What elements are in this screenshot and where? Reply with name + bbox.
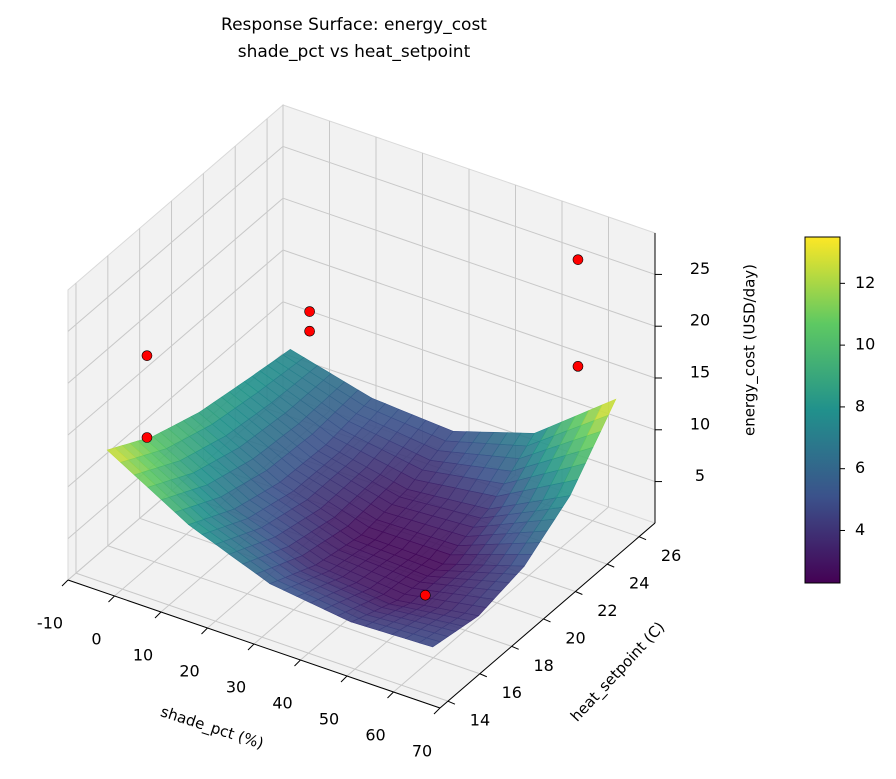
z-tick-label: 20	[690, 311, 710, 330]
scatter-point	[572, 254, 584, 265]
grid-line	[67, 301, 284, 488]
chart-subtitle: shade_pct vs heat_setpoint	[238, 42, 471, 62]
z-tick-label: 25	[690, 259, 710, 278]
y-tick-mark	[479, 673, 488, 678]
x-tick-label: 20	[179, 662, 199, 681]
grid-line	[282, 353, 656, 483]
scatter-point	[141, 350, 153, 361]
y-tick-mark	[607, 563, 615, 568]
y-tick-mark	[575, 591, 583, 595]
scatter-points	[141, 254, 584, 601]
y-tick-label: 22	[597, 601, 617, 620]
y-tick-mark	[511, 645, 519, 650]
x-tick-mark	[108, 595, 115, 603]
scatter-point	[420, 589, 431, 601]
colorbar-ticks: 4 6 8 10 12	[840, 273, 875, 539]
colorbar-tick-label: 6	[855, 458, 865, 477]
x-tick-mark	[154, 611, 162, 619]
grid-line	[282, 197, 656, 327]
surface-patch	[418, 637, 442, 648]
z-tick-label: 5	[695, 466, 705, 485]
grid-line	[282, 145, 656, 275]
colorbar-tick-label: 12	[855, 273, 875, 292]
x-tick-mark	[433, 707, 441, 715]
x-tick-mark	[247, 643, 255, 651]
z-tick-label: 15	[690, 363, 710, 382]
z-tick-label: 10	[690, 414, 710, 433]
surface	[106, 349, 617, 648]
y-tick-label: 20	[565, 628, 585, 647]
axis-line	[67, 579, 441, 709]
scatter-point	[304, 325, 315, 337]
x-tick-label: 70	[412, 742, 432, 761]
y-tick-label: 16	[502, 683, 522, 702]
x-axis-label: shade_pct (%)	[158, 702, 266, 753]
grid-line	[107, 545, 480, 675]
colorbar-tick-label: 4	[855, 520, 865, 539]
x-tick-mark	[201, 627, 208, 635]
y-tick-label: 18	[533, 656, 553, 675]
axis-line	[439, 522, 656, 709]
grid-line	[67, 146, 284, 332]
y-tick-mark	[447, 700, 456, 705]
y-tick-mark	[638, 536, 647, 541]
scatter-point	[572, 361, 584, 372]
y-tick-label: 24	[629, 574, 649, 593]
chart-title: Response Surface: energy_cost	[221, 15, 487, 35]
y-tick-label: 14	[470, 711, 490, 730]
x-tick-label: 60	[365, 726, 385, 745]
grid-line	[282, 301, 656, 431]
y-tick-label: 26	[661, 546, 681, 565]
colorbar-tick-label: 10	[855, 335, 875, 354]
scatter-point	[304, 306, 315, 317]
grid-line	[67, 197, 284, 384]
x-tick-mark	[340, 675, 348, 683]
x-tick-label: 40	[272, 694, 292, 713]
x-tick-label: 30	[226, 678, 246, 697]
x-tick-label: 0	[91, 630, 101, 649]
grid-line	[282, 249, 656, 379]
x-tick-mark	[61, 579, 69, 587]
x-tick-label: 50	[319, 710, 339, 729]
x-tick-mark	[294, 659, 301, 667]
grid-line	[75, 572, 449, 702]
axes-ticks: -10 0 10 20 30 40 50 60 70 14 16 18 20 22 24 26 5 10 15 20 2…	[37, 233, 710, 761]
colorbar-tick-label: 8	[855, 396, 865, 415]
x-tick-label: -10	[37, 614, 63, 633]
z-axis-label: energy_cost (USD/day)	[741, 264, 760, 436]
colorbar	[804, 236, 841, 584]
grid-line	[393, 506, 609, 693]
y-tick-mark	[543, 618, 551, 623]
x-tick-mark	[387, 691, 394, 699]
scatter-point	[141, 432, 153, 443]
grid-line	[67, 249, 284, 436]
x-tick-label: 10	[133, 646, 153, 665]
